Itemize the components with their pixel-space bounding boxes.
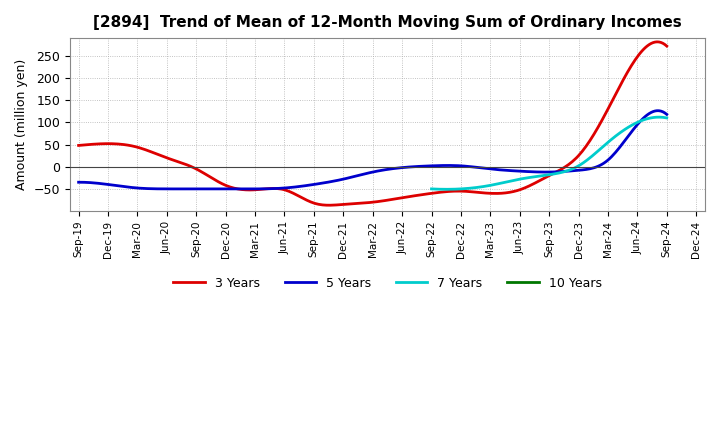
Title: [2894]  Trend of Mean of 12-Month Moving Sum of Ordinary Incomes: [2894] Trend of Mean of 12-Month Moving … [93,15,682,30]
Y-axis label: Amount (million yen): Amount (million yen) [15,59,28,190]
Legend: 3 Years, 5 Years, 7 Years, 10 Years: 3 Years, 5 Years, 7 Years, 10 Years [168,272,606,295]
